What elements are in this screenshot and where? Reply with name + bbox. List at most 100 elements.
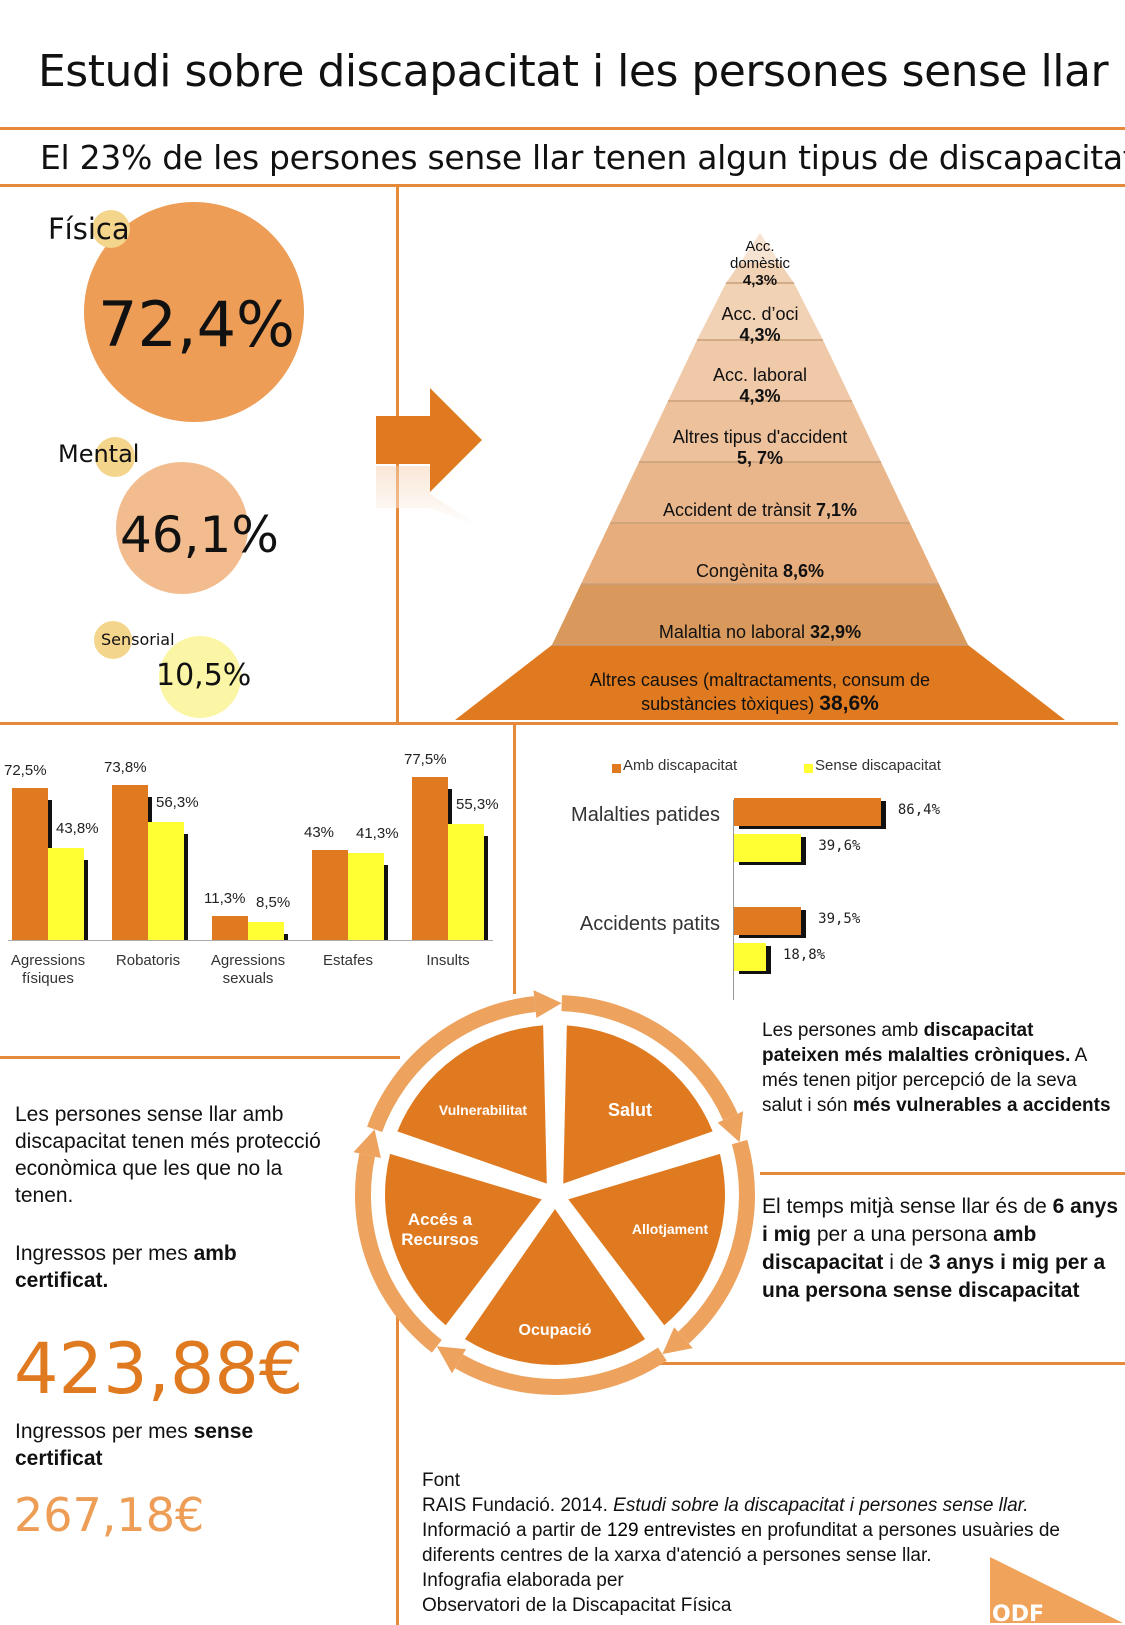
bar [734,834,802,862]
bar [734,798,881,826]
value: 10,5% [156,658,252,693]
income-without-value: 267,18€ [14,1488,205,1542]
bar [12,787,48,940]
data-label: 72,5% [4,761,47,779]
pyramid-tier: Altres tipus d'accident 5, 7% [640,427,880,469]
page-title: Estudi sobre discapacitat i les persones… [38,46,1109,97]
tier-label: Acc. laboral [712,365,808,385]
data-label: 56,3% [156,793,199,811]
tier-label: Acc. d’oci [721,304,799,324]
bar [734,943,766,971]
tier-label: Accident de trànsit [662,500,812,520]
data-label: 73,8% [104,759,147,777]
logo-text: ODF [992,1602,1044,1625]
tier-label: Altres causes (maltractaments, consum de… [589,670,931,714]
pyramid-tier: Altres causes (maltractaments, consum de… [545,668,975,716]
category-label: Accidents patits [579,913,720,935]
tier-value: 8,6% [783,561,825,581]
value: 72,4% [98,288,295,361]
cycle-arrow-arc [455,1347,667,1395]
bubble [116,462,248,594]
tier-label: Malaltia no laboral [658,622,806,642]
bar [448,823,484,940]
y-axis [733,800,734,1000]
data-label: 86,4% [897,802,941,818]
label-dot [92,210,130,248]
cycle-arrow-arc [367,996,536,1133]
bar [48,848,84,940]
tier-value: 4,3% [739,386,781,406]
category-label: Agressions sexuals [210,952,286,987]
tier-value: 5, 7% [736,448,784,468]
cycle-wedge [464,1209,646,1365]
divider [0,1056,400,1059]
pyramid-tier: Accident de trànsit 7,1% [590,500,930,521]
cycle-label-salut: Salut [607,1100,652,1120]
source-author: Observatori de la Discapacitat Física [422,1595,732,1616]
cycle-wedge [385,1153,542,1326]
victimization-bar-chart: 72,5% 43,8% Agressions físiques 73,8% 56,3% R… [0,740,510,990]
income-with-label: Ingressos per mes amb certificat. [15,1242,237,1292]
legend-label: Amb discapacitat [623,757,738,774]
pyramid-tier: Acc. domèstic 4,3% [650,238,870,289]
cycle-arrow-arc [678,1139,755,1344]
bar [212,916,248,940]
tier-value: 4,3% [742,272,778,289]
data-label: 55,3% [456,795,499,813]
cycle-diagram [353,990,755,1395]
cycle-wedge [568,1153,725,1326]
cycle-arrow-head-icon [533,990,562,1018]
data-label: 77,5% [404,751,447,769]
bar [312,849,348,940]
bar [112,785,148,940]
label: Mental [58,440,140,468]
data-label: 39,5% [818,911,861,927]
arrow-right-icon [376,388,482,528]
data-label: 41,3% [356,825,399,843]
cycle-arrow-head-icon [353,1129,381,1158]
bar [348,853,384,940]
cycle-label-vulnerabilitat: Vulnerabilitat [438,1102,528,1118]
source-heading: Font [422,1470,461,1491]
divider [760,1172,1125,1175]
data-label: 11,3% [204,890,246,908]
category-label: Robatoris [115,952,181,969]
pyramid-tier: Malaltia no laboral 32,9% [590,622,930,643]
bar [248,922,284,940]
divider [513,724,516,994]
tier-label: Altres tipus d'accident [672,427,848,447]
divider [0,722,1118,725]
x-axis [8,940,493,941]
time-text: El temps mitjà sense llar és de 6 anys i… [762,1195,1119,1302]
pyramid-tier: Congènita 8,6% [590,561,930,582]
tier-label: Congènita [695,561,779,581]
label: Física [48,212,130,246]
tier-value: 7,1% [816,500,858,520]
legend-swatch [804,764,813,773]
label: Sensorial [101,630,175,649]
health-bar-chart: Amb discapacitat Sense discapacitat Malalt… [530,757,1090,1000]
data-label: 43% [304,823,335,841]
category-label: Agressions físiques [10,952,86,987]
bar [734,907,802,935]
cycle-wedge [397,1025,547,1184]
cycle-arrow-head-icon [662,1327,693,1355]
cycle-label-allotjament: Allotjament [631,1221,709,1237]
health-text: Les persones amb discapacitat pateixen m… [762,1020,1111,1116]
bar [148,821,184,940]
causes-pyramid [455,233,1065,720]
category-label: Malalties patides [571,804,720,826]
cycle-wedge [563,1025,713,1184]
tier-value: 32,9% [810,622,862,642]
category-label: Estafes [322,952,374,969]
pyramid-tier: Acc. laboral 4,3% [660,365,860,407]
bar [412,777,448,940]
data-label: 18,8% [782,947,826,963]
bubble [159,636,241,718]
legend-label: Sense discapacitat [815,757,941,774]
income-with-value: 423,88€ [14,1328,304,1410]
legend-swatch [612,764,621,773]
divider [650,1362,1125,1365]
income-without-label: Ingressos per mes sense certificat [15,1420,254,1470]
data-label: 43,8% [56,820,99,838]
